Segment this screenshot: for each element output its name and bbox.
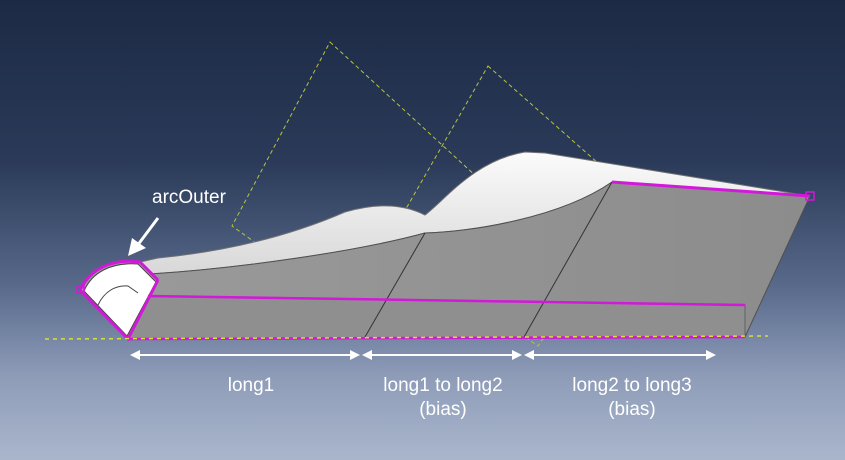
edge-highlight-mid (147, 294, 746, 307)
dimension-arrow-1 (130, 350, 360, 360)
dimension-label-2-line-2: (bias) (419, 399, 467, 420)
datum-plane-2 (387, 65, 641, 347)
arc-inner (97, 285, 139, 306)
callout-label: arcOuter (152, 187, 226, 208)
end-cap-face (83, 263, 157, 337)
dimension-label-2: long1 to long2 (bias) (360, 374, 526, 422)
partition-line-2 (523, 181, 613, 338)
edge-end-marker (805, 191, 815, 201)
partition-line-1 (364, 232, 426, 338)
dimension-label-1-line-1: long1 (227, 375, 275, 396)
dimension-label-3-line-1: long2 to long3 (572, 375, 692, 396)
edge-start-marker (76, 285, 85, 294)
dimension-label-2-line-1: long1 to long2 (383, 375, 503, 396)
arc-outer-edge (78, 259, 160, 291)
dimension-label-1: long1 (186, 374, 316, 398)
datum-plane-1 (231, 41, 479, 331)
dimension-arrow-2 (362, 350, 522, 360)
dimension-label-3: long2 to long3 (bias) (544, 374, 720, 422)
edge-highlight-top (611, 180, 811, 198)
dimension-label-3-line-2: (bias) (608, 399, 656, 420)
dimension-arrow-3 (524, 350, 716, 360)
callout-arrow (128, 217, 160, 256)
datum-axis-line (44, 335, 769, 340)
